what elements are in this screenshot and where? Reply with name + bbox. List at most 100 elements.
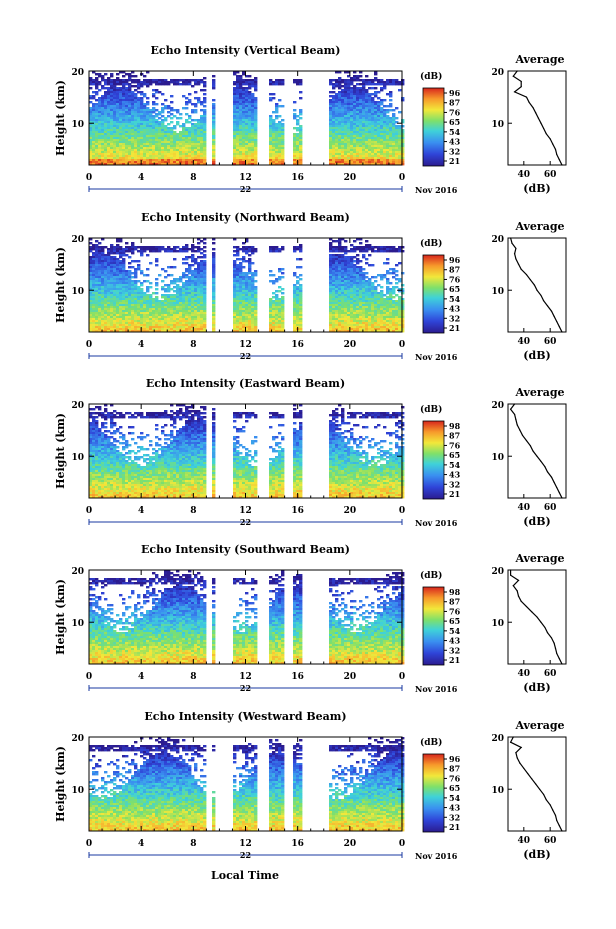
- heatmap-cell: [107, 99, 111, 102]
- heatmap-cell: [125, 155, 129, 158]
- heatmap-cell: [188, 149, 192, 152]
- heatmap-cell: [155, 123, 159, 126]
- heatmap-cell: [353, 89, 357, 92]
- heatmap-cell: [92, 252, 96, 255]
- heatmap-cell: [113, 298, 117, 301]
- heatmap-cell: [281, 153, 285, 156]
- heatmap-cell: [122, 87, 126, 90]
- heatmap-cell: [182, 262, 186, 265]
- colorbar: [422, 87, 445, 167]
- average-profile-point: [528, 101, 530, 103]
- heatmap-cell: [338, 105, 342, 108]
- heatmap-cell: [116, 135, 120, 138]
- heatmap-cell: [122, 139, 126, 142]
- heatmap-cell: [347, 139, 351, 142]
- heatmap-cell: [335, 159, 339, 162]
- heatmap-cell: [101, 139, 105, 142]
- heatmap-cell: [134, 328, 138, 331]
- heatmap-cell: [98, 276, 102, 279]
- heatmap-cell: [248, 151, 252, 154]
- heatmap-cell: [167, 153, 171, 156]
- heatmap-cell: [170, 250, 174, 253]
- heatmap-cell: [131, 101, 135, 104]
- heatmap-cell: [104, 153, 108, 156]
- heatmap-cell: [389, 137, 393, 140]
- heatmap-cell: [371, 121, 375, 124]
- heatmap-cell: [242, 151, 246, 154]
- heatmap-cell: [92, 248, 96, 251]
- heatmap-cell: [98, 105, 102, 108]
- heatmap-cell: [89, 125, 93, 128]
- heatmap-cell: [101, 310, 105, 313]
- heatmap-cell: [245, 115, 249, 118]
- heatmap-cell: [131, 119, 135, 122]
- heatmap-cell: [197, 143, 201, 146]
- heatmap-cell: [281, 123, 285, 126]
- heatmap-cell: [347, 115, 351, 118]
- heatmap-cell: [380, 145, 384, 148]
- heatmap-cell: [344, 113, 348, 116]
- colorbar-tick-label: 21: [449, 156, 460, 166]
- heatmap-cell: [254, 163, 258, 166]
- heatmap-cell: [368, 161, 372, 164]
- heatmap-cell: [116, 91, 120, 94]
- heatmap-cell: [110, 252, 114, 255]
- heatmap-cell: [98, 314, 102, 317]
- heatmap-cell: [272, 127, 276, 130]
- heatmap-cell: [338, 129, 342, 132]
- heatmap-cell: [197, 153, 201, 156]
- heatmap-cell: [353, 95, 357, 98]
- heatmap-cell: [143, 121, 147, 124]
- heatmap-cell: [278, 161, 282, 164]
- heatmap-cell: [239, 129, 243, 132]
- heatmap-cell: [125, 326, 129, 329]
- heatmap-cell: [131, 330, 135, 333]
- heatmap-cell: [374, 83, 378, 86]
- heatmap-cell: [188, 131, 192, 134]
- heatmap-cell: [107, 330, 111, 333]
- heatmap-cell: [362, 147, 366, 150]
- heatmap-cell: [269, 93, 273, 96]
- heatmap-cell: [368, 79, 372, 82]
- heatmap-cell: [368, 145, 372, 148]
- heatmap-cell: [299, 250, 303, 253]
- heatmap-cell: [281, 149, 285, 152]
- heatmap-cell: [131, 121, 135, 124]
- heatmap-cell: [128, 266, 132, 269]
- heatmap-cell: [95, 330, 99, 333]
- heatmap-cell: [116, 258, 120, 261]
- heatmap-cell: [119, 99, 123, 102]
- heatmap-cell: [131, 105, 135, 108]
- heatmap-cell: [95, 328, 99, 331]
- heatmap-cell: [185, 141, 189, 144]
- heatmap-cell: [272, 137, 276, 140]
- heatmap-cell: [110, 248, 114, 251]
- heatmap-cell: [278, 147, 282, 150]
- heatmap-cell: [401, 97, 405, 100]
- heatmap-cell: [107, 290, 111, 293]
- heatmap-cell: [152, 117, 156, 120]
- heatmap-cell: [134, 103, 138, 106]
- heatmap-cell: [113, 258, 117, 261]
- heatmap-cell: [116, 147, 120, 150]
- heatmap-cell: [113, 274, 117, 277]
- heatmap-cell: [98, 254, 102, 257]
- heatmap-cell: [194, 137, 198, 140]
- heatmap-cell: [89, 127, 93, 130]
- heatmap-cell: [89, 306, 93, 309]
- heatmap-cell: [269, 149, 273, 152]
- heatmap-cell: [251, 145, 255, 148]
- heatmap-cell: [383, 153, 387, 156]
- heatmap-cell: [185, 139, 189, 142]
- heatmap-cell: [269, 135, 273, 138]
- heatmap-cell: [140, 284, 144, 287]
- heatmap-cell: [113, 79, 117, 82]
- heatmap-cell: [107, 276, 111, 279]
- heatmap-cell: [134, 320, 138, 323]
- heatmap-cell: [92, 262, 96, 265]
- heatmap-cell: [239, 149, 243, 152]
- heatmap-cell: [254, 139, 258, 142]
- heatmap-cell: [119, 79, 123, 82]
- heatmap-cell: [101, 318, 105, 321]
- heatmap-cell: [113, 252, 117, 255]
